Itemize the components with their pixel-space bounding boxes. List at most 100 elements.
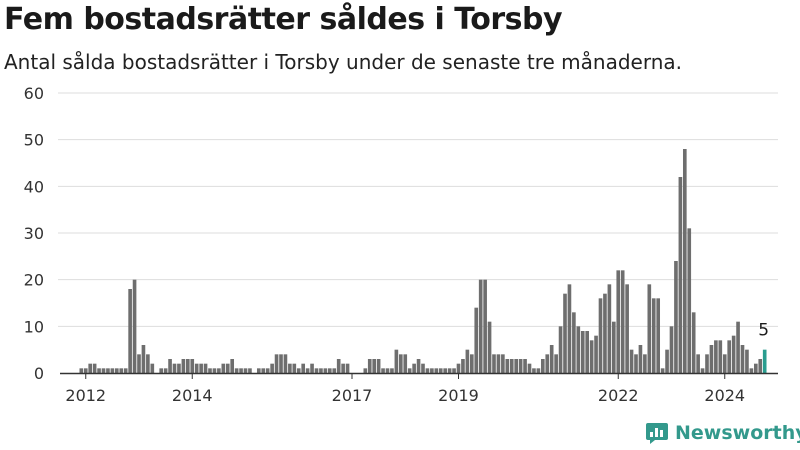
- bar: [687, 228, 692, 373]
- bar: [594, 335, 598, 373]
- bar: [203, 363, 208, 373]
- grid-lines: [58, 92, 778, 327]
- bar: [722, 354, 727, 373]
- bar: [576, 326, 581, 373]
- bar: [540, 359, 545, 373]
- bar: [119, 368, 124, 373]
- bar: [261, 368, 266, 373]
- bar: [514, 359, 519, 373]
- bar: [239, 368, 243, 373]
- bar: [97, 368, 101, 373]
- bar: [607, 284, 612, 373]
- bar: [407, 368, 412, 373]
- y-tick-label: 60: [24, 84, 44, 103]
- bar: [580, 331, 585, 373]
- bar: [474, 307, 479, 373]
- bar: [443, 368, 448, 373]
- bar: [301, 363, 306, 373]
- bar: [736, 321, 740, 373]
- bar: [456, 363, 461, 373]
- bar: [430, 368, 434, 373]
- bar: [83, 368, 88, 373]
- y-tick-label: 30: [24, 224, 44, 243]
- bar: [412, 363, 416, 373]
- bar: [132, 279, 137, 373]
- bar: [106, 368, 110, 373]
- bar: [532, 368, 536, 373]
- y-tick-label: 10: [24, 317, 44, 336]
- bar: [527, 363, 532, 373]
- bar: [217, 368, 221, 373]
- bar: [168, 359, 172, 373]
- bar: [141, 345, 146, 373]
- bar: [288, 363, 292, 373]
- bar: [700, 368, 705, 373]
- bar: [403, 354, 408, 373]
- bar: [505, 359, 510, 373]
- bar: [434, 368, 439, 373]
- newsworthy-logo-icon: [645, 421, 669, 445]
- newsworthy-logo: Newsworthy: [645, 420, 800, 446]
- bar: [137, 354, 141, 373]
- y-tick-label: 20: [24, 271, 44, 290]
- bar: [696, 354, 700, 373]
- bar: [536, 368, 541, 373]
- bar: [194, 363, 199, 373]
- bar: [345, 363, 350, 373]
- bar: [394, 349, 399, 373]
- bar: [425, 368, 430, 373]
- bar: [589, 340, 594, 373]
- bar: [558, 326, 563, 373]
- bar: [674, 261, 678, 373]
- bar: [265, 368, 270, 373]
- x-tick-label: 2012: [65, 386, 106, 405]
- bar: [611, 321, 616, 373]
- bar: [159, 368, 164, 373]
- x-tick-label: 2022: [598, 386, 639, 405]
- bar: [199, 363, 203, 373]
- highlight-bar: [762, 349, 767, 373]
- bar: [465, 349, 470, 373]
- bar: [279, 354, 283, 373]
- bar: [390, 368, 394, 373]
- y-tick-label: 50: [24, 131, 44, 150]
- bar: [745, 349, 749, 373]
- bar: [731, 335, 736, 373]
- bar: [101, 368, 106, 373]
- bar: [492, 354, 496, 373]
- bar: [398, 354, 403, 373]
- bar: [758, 359, 763, 373]
- bar: [709, 345, 714, 373]
- bar: [185, 359, 190, 373]
- bar: [225, 363, 230, 373]
- bar: [212, 368, 217, 373]
- bar: [372, 359, 377, 373]
- bar: [110, 368, 115, 373]
- bar: [128, 289, 132, 373]
- bar: [416, 359, 421, 373]
- bar: [682, 149, 687, 373]
- bar: [718, 340, 723, 373]
- bar: [336, 359, 341, 373]
- bar: [123, 368, 128, 373]
- bar: [421, 363, 425, 373]
- bar: [114, 368, 119, 373]
- bar: [341, 363, 345, 373]
- y-axis-labels: 0 10 20 30 40 50 60: [24, 84, 44, 383]
- bar: [310, 363, 314, 373]
- bar: [323, 368, 328, 373]
- bar: [79, 368, 84, 373]
- bar: [234, 368, 239, 373]
- bar: [292, 363, 297, 373]
- bar: [620, 270, 625, 373]
- bar: [487, 321, 492, 373]
- bar: [376, 359, 381, 373]
- bar: [461, 359, 465, 373]
- bar: [469, 354, 474, 373]
- bar: [563, 293, 567, 373]
- bars: [79, 149, 767, 373]
- bar: [616, 270, 621, 373]
- bar: [438, 368, 443, 373]
- x-tick-label: 2024: [704, 386, 745, 405]
- bar: [270, 363, 274, 373]
